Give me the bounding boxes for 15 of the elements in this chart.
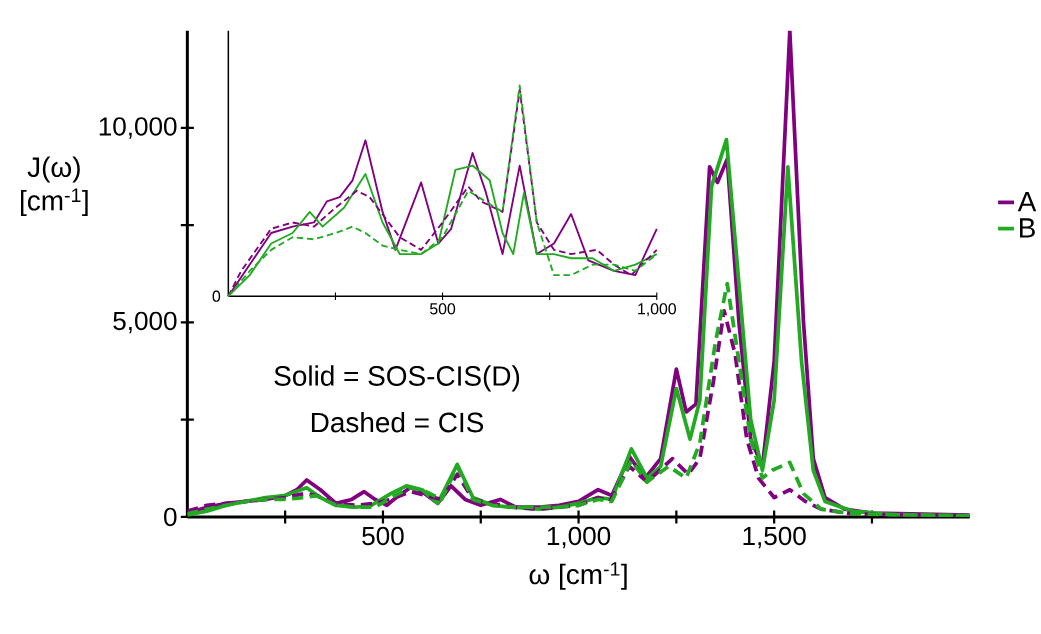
- x-tick-label: 1,500: [743, 526, 806, 549]
- x-tick-label: 500: [362, 526, 404, 546]
- x-tick-label: 500: [429, 303, 456, 315]
- x-tick-label: 1,000: [547, 526, 611, 549]
- x-axis-title: ω [cm$^{-1}$]: [529, 562, 627, 590]
- x-tick-label: 1,000: [638, 303, 676, 317]
- annotation: Solid = SOS-CIS(D): [274, 365, 520, 392]
- legend-label: B: [1020, 218, 1035, 238]
- y-axis-title: J(ω) [cm$^{-1}$]: [21, 156, 88, 216]
- annotation: Dashed = CIS: [311, 411, 484, 433]
- annotation: 0: [212, 290, 221, 302]
- y-tick-label: 0: [164, 507, 177, 527]
- y-tick-label: 10,000: [99, 117, 177, 139]
- y-tick-label: 5,000: [113, 311, 177, 334]
- legend-label: A: [1017, 191, 1037, 212]
